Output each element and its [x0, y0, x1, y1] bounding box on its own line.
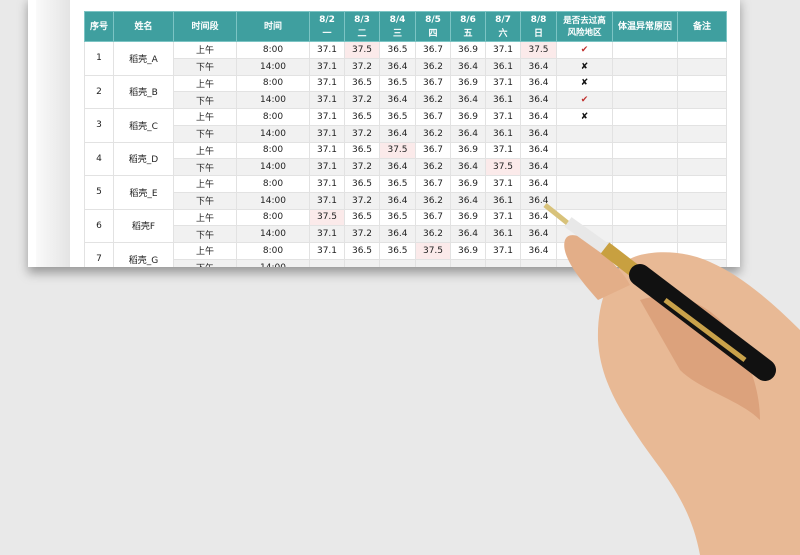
- weekday-label: 日: [533, 28, 543, 39]
- table-row: 5 稻壳_E 上午 8:00 37.1 36.5 36.5 36.7 36.9 37.1 36.4: [84, 175, 727, 210]
- temperature-cell[interactable]: 36.4: [450, 225, 486, 243]
- period-cell[interactable]: 下午: [173, 225, 237, 243]
- reason-cell[interactable]: [612, 124, 678, 143]
- header-date: 8/8 日: [520, 11, 557, 42]
- header-row: 序号 姓名 时间段 时间 8/2 一 8/3 二 8/4 三 8/5 四 8/6 五 8/7 六 8/8…: [84, 11, 727, 42]
- header-reason: 体温异常原因: [612, 11, 678, 42]
- row-name[interactable]: 稻壳_A: [113, 41, 174, 76]
- temperature-cell[interactable]: 36.4: [379, 124, 416, 143]
- check-icon: ✔: [580, 95, 589, 106]
- header-period: 时间段: [173, 11, 237, 42]
- header-note: 备注: [677, 11, 727, 42]
- temperature-cell[interactable]: 36.2: [415, 124, 451, 143]
- header-date: 8/4 三: [379, 11, 416, 42]
- row-no[interactable]: 1: [84, 41, 114, 76]
- note-cell[interactable]: [677, 91, 727, 109]
- temperature-cell[interactable]: 37.1: [309, 191, 345, 210]
- temperature-cell[interactable]: 36.4: [520, 57, 557, 76]
- risk-cell[interactable]: [556, 191, 613, 210]
- header-no: 序号: [84, 11, 114, 42]
- temperature-cell[interactable]: 37.2: [344, 191, 380, 210]
- temperature-cell[interactable]: 37.2: [344, 225, 380, 243]
- table-row: 下午 14:00 37.1 37.2 36.4 36.2 36.4 36.1 36.4 ✔: [85, 91, 727, 109]
- fingers: [640, 296, 760, 420]
- temperature-cell[interactable]: 37.5: [309, 208, 345, 227]
- temperature-cell[interactable]: 36.4: [450, 57, 486, 76]
- reason-cell[interactable]: [612, 91, 678, 109]
- table-row: 下午 14:00 37.1 37.2 36.4 36.2 36.4 37.5 36.4: [85, 158, 727, 176]
- temperature-cell[interactable]: 36.4: [520, 158, 557, 176]
- cross-icon: ✘: [580, 78, 589, 89]
- weekday-label: 二: [357, 28, 367, 39]
- weekday-label: 五: [463, 28, 473, 39]
- table-row: 下午 14:00 37.1 37.2 36.4 36.2 36.4 36.1 36.4: [85, 124, 727, 143]
- temperature-cell[interactable]: 36.4: [379, 91, 416, 109]
- temperature-cell[interactable]: 37.2: [344, 124, 380, 143]
- time-cell[interactable]: 14:00: [236, 124, 310, 143]
- table-row: 2 稻壳_B 上午 8:00 37.1 36.5 36.5 36.7 36.9 37.1 36.4 ✘: [84, 74, 727, 109]
- temperature-cell[interactable]: 36.1: [485, 225, 521, 243]
- row-name[interactable]: 稻壳_C: [113, 108, 174, 143]
- period-cell[interactable]: 下午: [173, 91, 237, 109]
- note-cell[interactable]: [677, 124, 727, 143]
- check-icon: ✔: [580, 44, 589, 55]
- header-date: 8/3 二: [344, 11, 380, 42]
- temperature-cell[interactable]: 36.4: [379, 158, 416, 176]
- period-cell[interactable]: 下午: [173, 124, 237, 143]
- thumb: [564, 235, 630, 300]
- date-label: 8/2: [319, 14, 335, 25]
- cross-icon: ✘: [580, 111, 589, 122]
- temperature-cell[interactable]: 37.5: [379, 141, 416, 160]
- temperature-cell[interactable]: 36.2: [415, 91, 451, 109]
- note-cell[interactable]: [677, 158, 727, 176]
- header-date: 8/6 五: [450, 11, 486, 42]
- header-date: 8/2 一: [309, 11, 345, 42]
- temperature-table: 序号 姓名 时间段 时间 8/2 一 8/3 二 8/4 三 8/5 四 8/6 五 8/7 六 8/8…: [84, 11, 727, 267]
- weekday-label: 三: [392, 28, 402, 39]
- arm: [597, 252, 800, 555]
- date-label: 8/7: [495, 14, 511, 25]
- temperature-cell[interactable]: 37.5: [415, 242, 451, 260]
- temperature-cell[interactable]: 36.4: [450, 91, 486, 109]
- row-name[interactable]: 稻壳_G: [113, 242, 174, 267]
- period-cell[interactable]: 下午: [173, 57, 237, 76]
- table-row: 6 稻壳F 上午 8:00 37.5 36.5 36.5 36.7 36.9 37.1 36.4: [84, 208, 727, 243]
- weekday-label: 六: [498, 28, 508, 39]
- table-row: 下午 14:00 37.1 37.2 36.4 36.2 36.4 36.1 36.4: [85, 225, 727, 243]
- temperature-cell[interactable]: 36.2: [415, 191, 451, 210]
- weekday-label: 一: [322, 28, 332, 39]
- time-cell[interactable]: 14:00: [236, 225, 310, 243]
- page-margin: [36, 0, 70, 267]
- row-name[interactable]: 稻壳F: [113, 208, 174, 243]
- date-label: 8/6: [460, 14, 476, 25]
- temperature-cell[interactable]: 37.5: [485, 158, 521, 176]
- header-name: 姓名: [113, 11, 174, 42]
- date-label: 8/3: [354, 14, 370, 25]
- temperature-cell[interactable]: 36.4: [450, 124, 486, 143]
- row-no[interactable]: 4: [84, 141, 114, 176]
- temperature-cell[interactable]: 36.1: [485, 124, 521, 143]
- header-date: 8/7 六: [485, 11, 521, 42]
- time-cell[interactable]: 14:00: [236, 91, 310, 109]
- cross-icon: ✘: [580, 61, 589, 72]
- temperature-cell[interactable]: 36.1: [485, 191, 521, 210]
- row-no[interactable]: 2: [84, 74, 114, 109]
- date-label: 8/5: [425, 14, 441, 25]
- date-label: 8/4: [389, 14, 406, 25]
- date-label: 8/8: [530, 14, 547, 25]
- table-row: 下午 14:00 37.1 37.2 36.4 36.2 36.4 36.1 36.4: [85, 191, 727, 210]
- pen-icon: [543, 203, 776, 381]
- temperature-cell[interactable]: 36.4: [520, 124, 557, 143]
- spreadsheet-page: 序号 姓名 时间段 时间 8/2 一 8/3 二 8/4 三 8/5 四 8/6 五 8/7 六 8/8…: [28, 0, 740, 267]
- temperature-cell[interactable]: 37.5: [520, 41, 557, 59]
- reason-cell[interactable]: [612, 225, 678, 243]
- period-cell[interactable]: 下午: [173, 158, 237, 176]
- temperature-cell[interactable]: 37.2: [344, 158, 380, 176]
- header-risk: 是否去过高风险地区: [556, 11, 613, 42]
- header-time: 时间: [236, 11, 310, 42]
- weekday-label: 四: [428, 28, 438, 39]
- row-name[interactable]: 稻壳_D: [113, 141, 174, 176]
- temperature-cell[interactable]: 37.1: [309, 91, 345, 109]
